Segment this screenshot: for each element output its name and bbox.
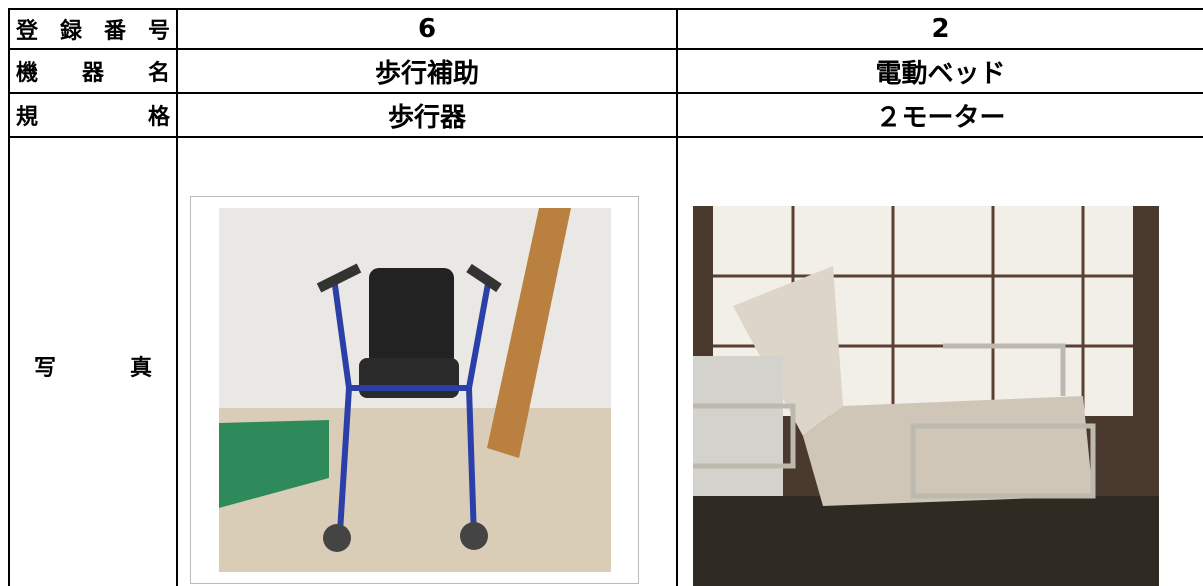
label-cell: 機器名 <box>8 48 178 94</box>
value: 2 <box>931 14 950 44</box>
value: 6 <box>417 14 437 44</box>
value-cell: 電動ベッド <box>676 48 1203 94</box>
value-cell: 2 <box>676 8 1203 50</box>
photo-frame <box>190 196 639 584</box>
photo-cell <box>676 136 1203 586</box>
value-cell: ２モーター <box>676 92 1203 138</box>
value-cell: 歩行器 <box>176 92 678 138</box>
label: 登録番号 <box>16 19 170 44</box>
bed-photo <box>693 206 1159 586</box>
photo-frame <box>693 206 1159 586</box>
label: 写真 <box>34 356 152 381</box>
label-cell: 写真 <box>8 136 178 586</box>
label-cell: 登録番号 <box>8 8 178 50</box>
value: 歩行器 <box>387 102 466 133</box>
label: 機器名 <box>16 61 170 86</box>
value: 電動ベッド <box>875 58 1006 89</box>
value-cell: 歩行補助 <box>176 48 678 94</box>
label-cell: 規格 <box>8 92 178 138</box>
value: ２モーター <box>875 102 1006 133</box>
value-cell: 6 <box>176 8 678 50</box>
label: 規格 <box>16 105 170 130</box>
walker-photo <box>219 208 611 572</box>
value: 歩行補助 <box>374 58 479 89</box>
